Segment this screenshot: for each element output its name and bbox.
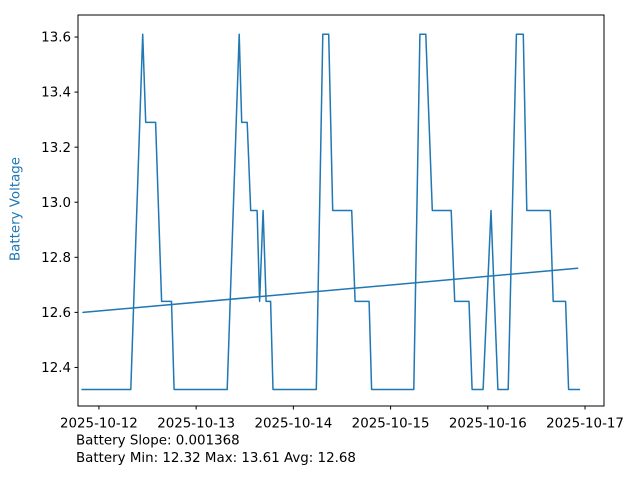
x-tick-label: 2025-10-13 — [157, 417, 235, 432]
x-tick-label: 2025-10-14 — [254, 417, 332, 432]
y-tick-label: 13.2 — [41, 141, 71, 156]
y-tick-label: 13.4 — [41, 86, 71, 101]
x-tick-label: 2025-10-17 — [546, 417, 624, 432]
trend-line — [82, 267, 579, 314]
voltage-series-line — [81, 33, 581, 391]
battery-minmax-text: Battery Min: 12.32 Max: 13.61 Avg: 12.68 — [76, 451, 356, 466]
y-tick-label: 13.6 — [41, 31, 71, 46]
x-tick-label: 2025-10-15 — [352, 417, 430, 432]
series-layer — [81, 33, 581, 391]
x-tick-label: 2025-10-16 — [449, 417, 527, 432]
y-tick-label: 13.0 — [41, 196, 71, 211]
y-axis-label: Battery Voltage — [9, 157, 24, 261]
battery-slope-text: Battery Slope: 0.001368 — [76, 434, 240, 449]
x-tick-label: 2025-10-12 — [60, 417, 138, 432]
plot-border — [77, 14, 605, 407]
y-tick-label: 12.4 — [41, 361, 71, 376]
y-tick-label: 12.6 — [41, 306, 71, 321]
axes-layer: 2025-10-12 2025-10-13 2025-10-14 2025-10-15… — [41, 14, 624, 432]
y-tick-label: 12.8 — [41, 251, 71, 266]
